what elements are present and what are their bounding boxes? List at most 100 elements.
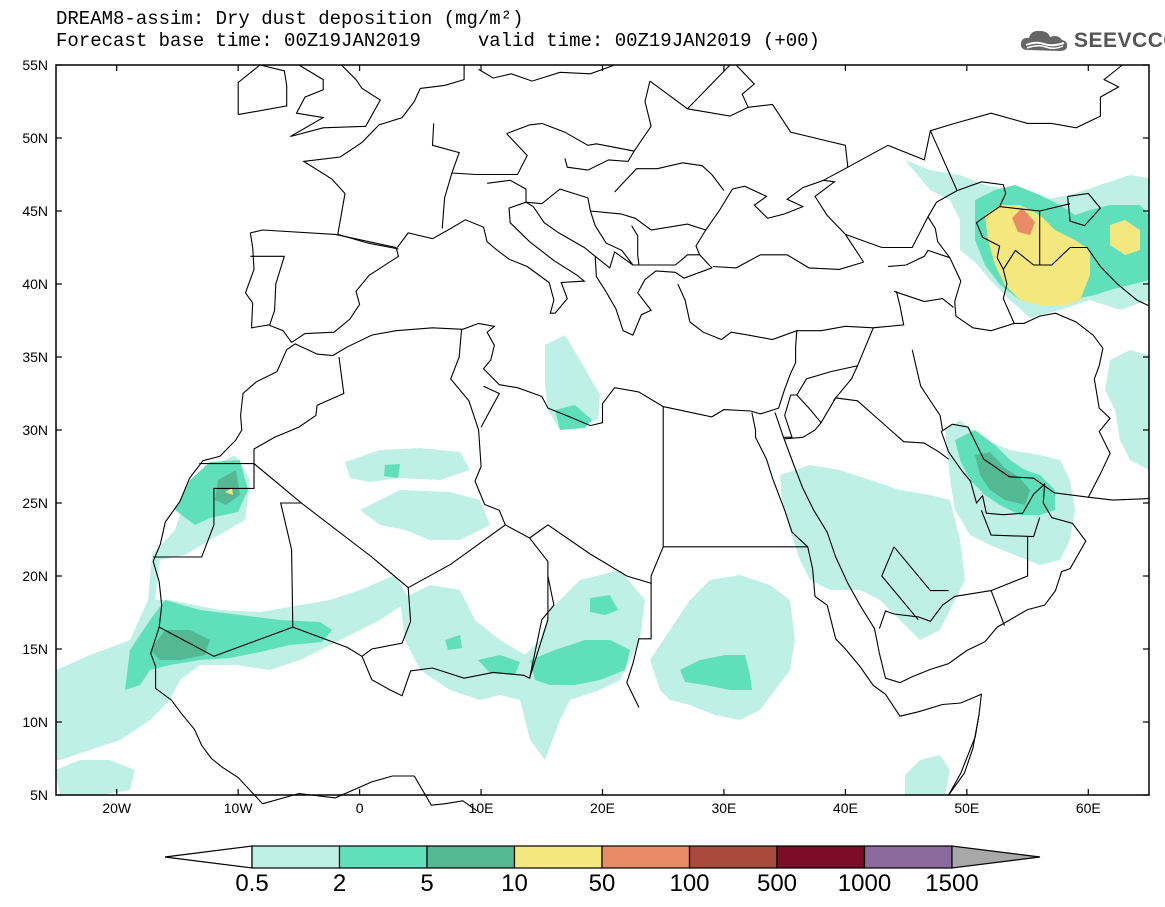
border-line bbox=[396, 201, 586, 314]
border-line bbox=[253, 356, 345, 464]
border-line bbox=[292, 502, 412, 657]
cloud-icon bbox=[1020, 30, 1068, 51]
border-line bbox=[712, 254, 864, 270]
lat-label: 50N bbox=[22, 130, 48, 146]
dust-area bbox=[345, 448, 470, 482]
border-line bbox=[525, 179, 865, 336]
dust-area bbox=[478, 655, 520, 675]
dust-area bbox=[530, 640, 630, 685]
dust-area bbox=[1105, 350, 1149, 470]
border-line bbox=[878, 536, 1029, 629]
border-line bbox=[911, 349, 944, 431]
colorbar-swatch bbox=[776, 845, 866, 869]
axis-ticks bbox=[56, 64, 1149, 796]
lon-label: 50E bbox=[954, 800, 979, 816]
lat-label: 45N bbox=[22, 203, 48, 219]
lon-label: 30E bbox=[711, 800, 736, 816]
colorbar-swatch bbox=[251, 845, 341, 869]
border-line bbox=[980, 510, 1041, 538]
lon-label: 10E bbox=[469, 800, 494, 816]
border-line bbox=[361, 524, 555, 697]
colorbar-arrow-right bbox=[951, 845, 1041, 869]
colorbar-swatch bbox=[338, 845, 428, 869]
border-line bbox=[506, 80, 652, 152]
border-line bbox=[480, 385, 501, 428]
border-line bbox=[893, 290, 954, 308]
border-line bbox=[990, 590, 1006, 626]
lat-label: 15N bbox=[22, 641, 48, 657]
colorbar-label: 500 bbox=[756, 870, 798, 897]
colorbar-swatch bbox=[688, 845, 778, 869]
border-line bbox=[948, 714, 980, 796]
colorbar-label: 2 bbox=[332, 870, 347, 897]
border-line bbox=[1067, 192, 1102, 227]
lon-label: 10W bbox=[224, 800, 254, 816]
lon-label: 0 bbox=[356, 800, 364, 816]
chart-subtitle: Forecast base time: 00Z19JAN2019 valid t… bbox=[56, 30, 820, 52]
colorbar-arrow-left bbox=[164, 845, 253, 869]
border-line bbox=[784, 394, 822, 440]
border-line bbox=[626, 583, 652, 708]
border-line bbox=[441, 172, 453, 229]
lat-label: 35N bbox=[22, 349, 48, 365]
border-line bbox=[782, 423, 1150, 684]
dust-area bbox=[150, 630, 210, 660]
border-line bbox=[290, 64, 325, 137]
border-line bbox=[881, 546, 919, 621]
border-line bbox=[250, 255, 286, 326]
border-line bbox=[589, 210, 634, 266]
border-line bbox=[564, 150, 635, 171]
colorbar-label: 10 bbox=[501, 870, 528, 897]
colorbar-swatch bbox=[426, 845, 516, 869]
border-line bbox=[594, 251, 634, 269]
dust-area bbox=[975, 452, 1030, 505]
lon-label: 60E bbox=[1076, 800, 1101, 816]
lon-label: 20W bbox=[102, 800, 132, 816]
dust-area bbox=[1012, 208, 1035, 235]
chart-title: DREAM8-assim: Dry dust deposition (mg/m²… bbox=[56, 8, 524, 30]
border-line bbox=[631, 225, 640, 266]
colorbar-label: 1000 bbox=[837, 870, 892, 897]
border-line bbox=[999, 206, 1040, 212]
dust-area bbox=[56, 455, 410, 760]
dust-area bbox=[445, 635, 462, 650]
border-line bbox=[487, 179, 527, 203]
lat-label: 25N bbox=[22, 495, 48, 511]
dust-area bbox=[680, 655, 752, 690]
border-line bbox=[649, 80, 849, 181]
dust-area bbox=[225, 488, 233, 495]
colorbar-swatch bbox=[513, 845, 603, 869]
logo: SEEVCCC bbox=[1018, 26, 1165, 56]
border-line bbox=[337, 233, 399, 250]
border-line bbox=[632, 254, 700, 266]
lon-label: 20E bbox=[590, 800, 615, 816]
border-line bbox=[751, 412, 983, 796]
border-line bbox=[237, 64, 288, 116]
dust-area bbox=[400, 570, 645, 760]
lat-label: 20N bbox=[22, 568, 48, 584]
lat-label: 5N bbox=[30, 787, 48, 803]
dust-area bbox=[780, 465, 965, 640]
dust-area bbox=[55, 760, 135, 795]
border-line bbox=[614, 162, 725, 193]
colorbar-label: 1500 bbox=[925, 870, 979, 897]
lat-label: 55N bbox=[22, 57, 48, 73]
colorbar-label: 0.5 bbox=[235, 870, 269, 897]
border-line bbox=[302, 65, 465, 235]
dust-area bbox=[125, 600, 332, 690]
border-line bbox=[478, 64, 615, 82]
colorbar-label: 5 bbox=[420, 870, 434, 897]
colorbar-swatch bbox=[863, 845, 953, 869]
lon-labels: 20W 10W 0 10E 20E 30E 40E 50E 60E bbox=[102, 800, 1100, 816]
dust-area bbox=[384, 464, 400, 478]
colorbar-label: 50 bbox=[588, 870, 616, 897]
border-line bbox=[887, 249, 950, 268]
colorbar-label: 100 bbox=[669, 870, 710, 897]
border-line bbox=[847, 64, 1123, 168]
border-line bbox=[1033, 246, 1150, 307]
country-borders bbox=[150, 64, 1150, 812]
lat-label: 10N bbox=[22, 714, 48, 730]
dust-area bbox=[555, 405, 592, 430]
